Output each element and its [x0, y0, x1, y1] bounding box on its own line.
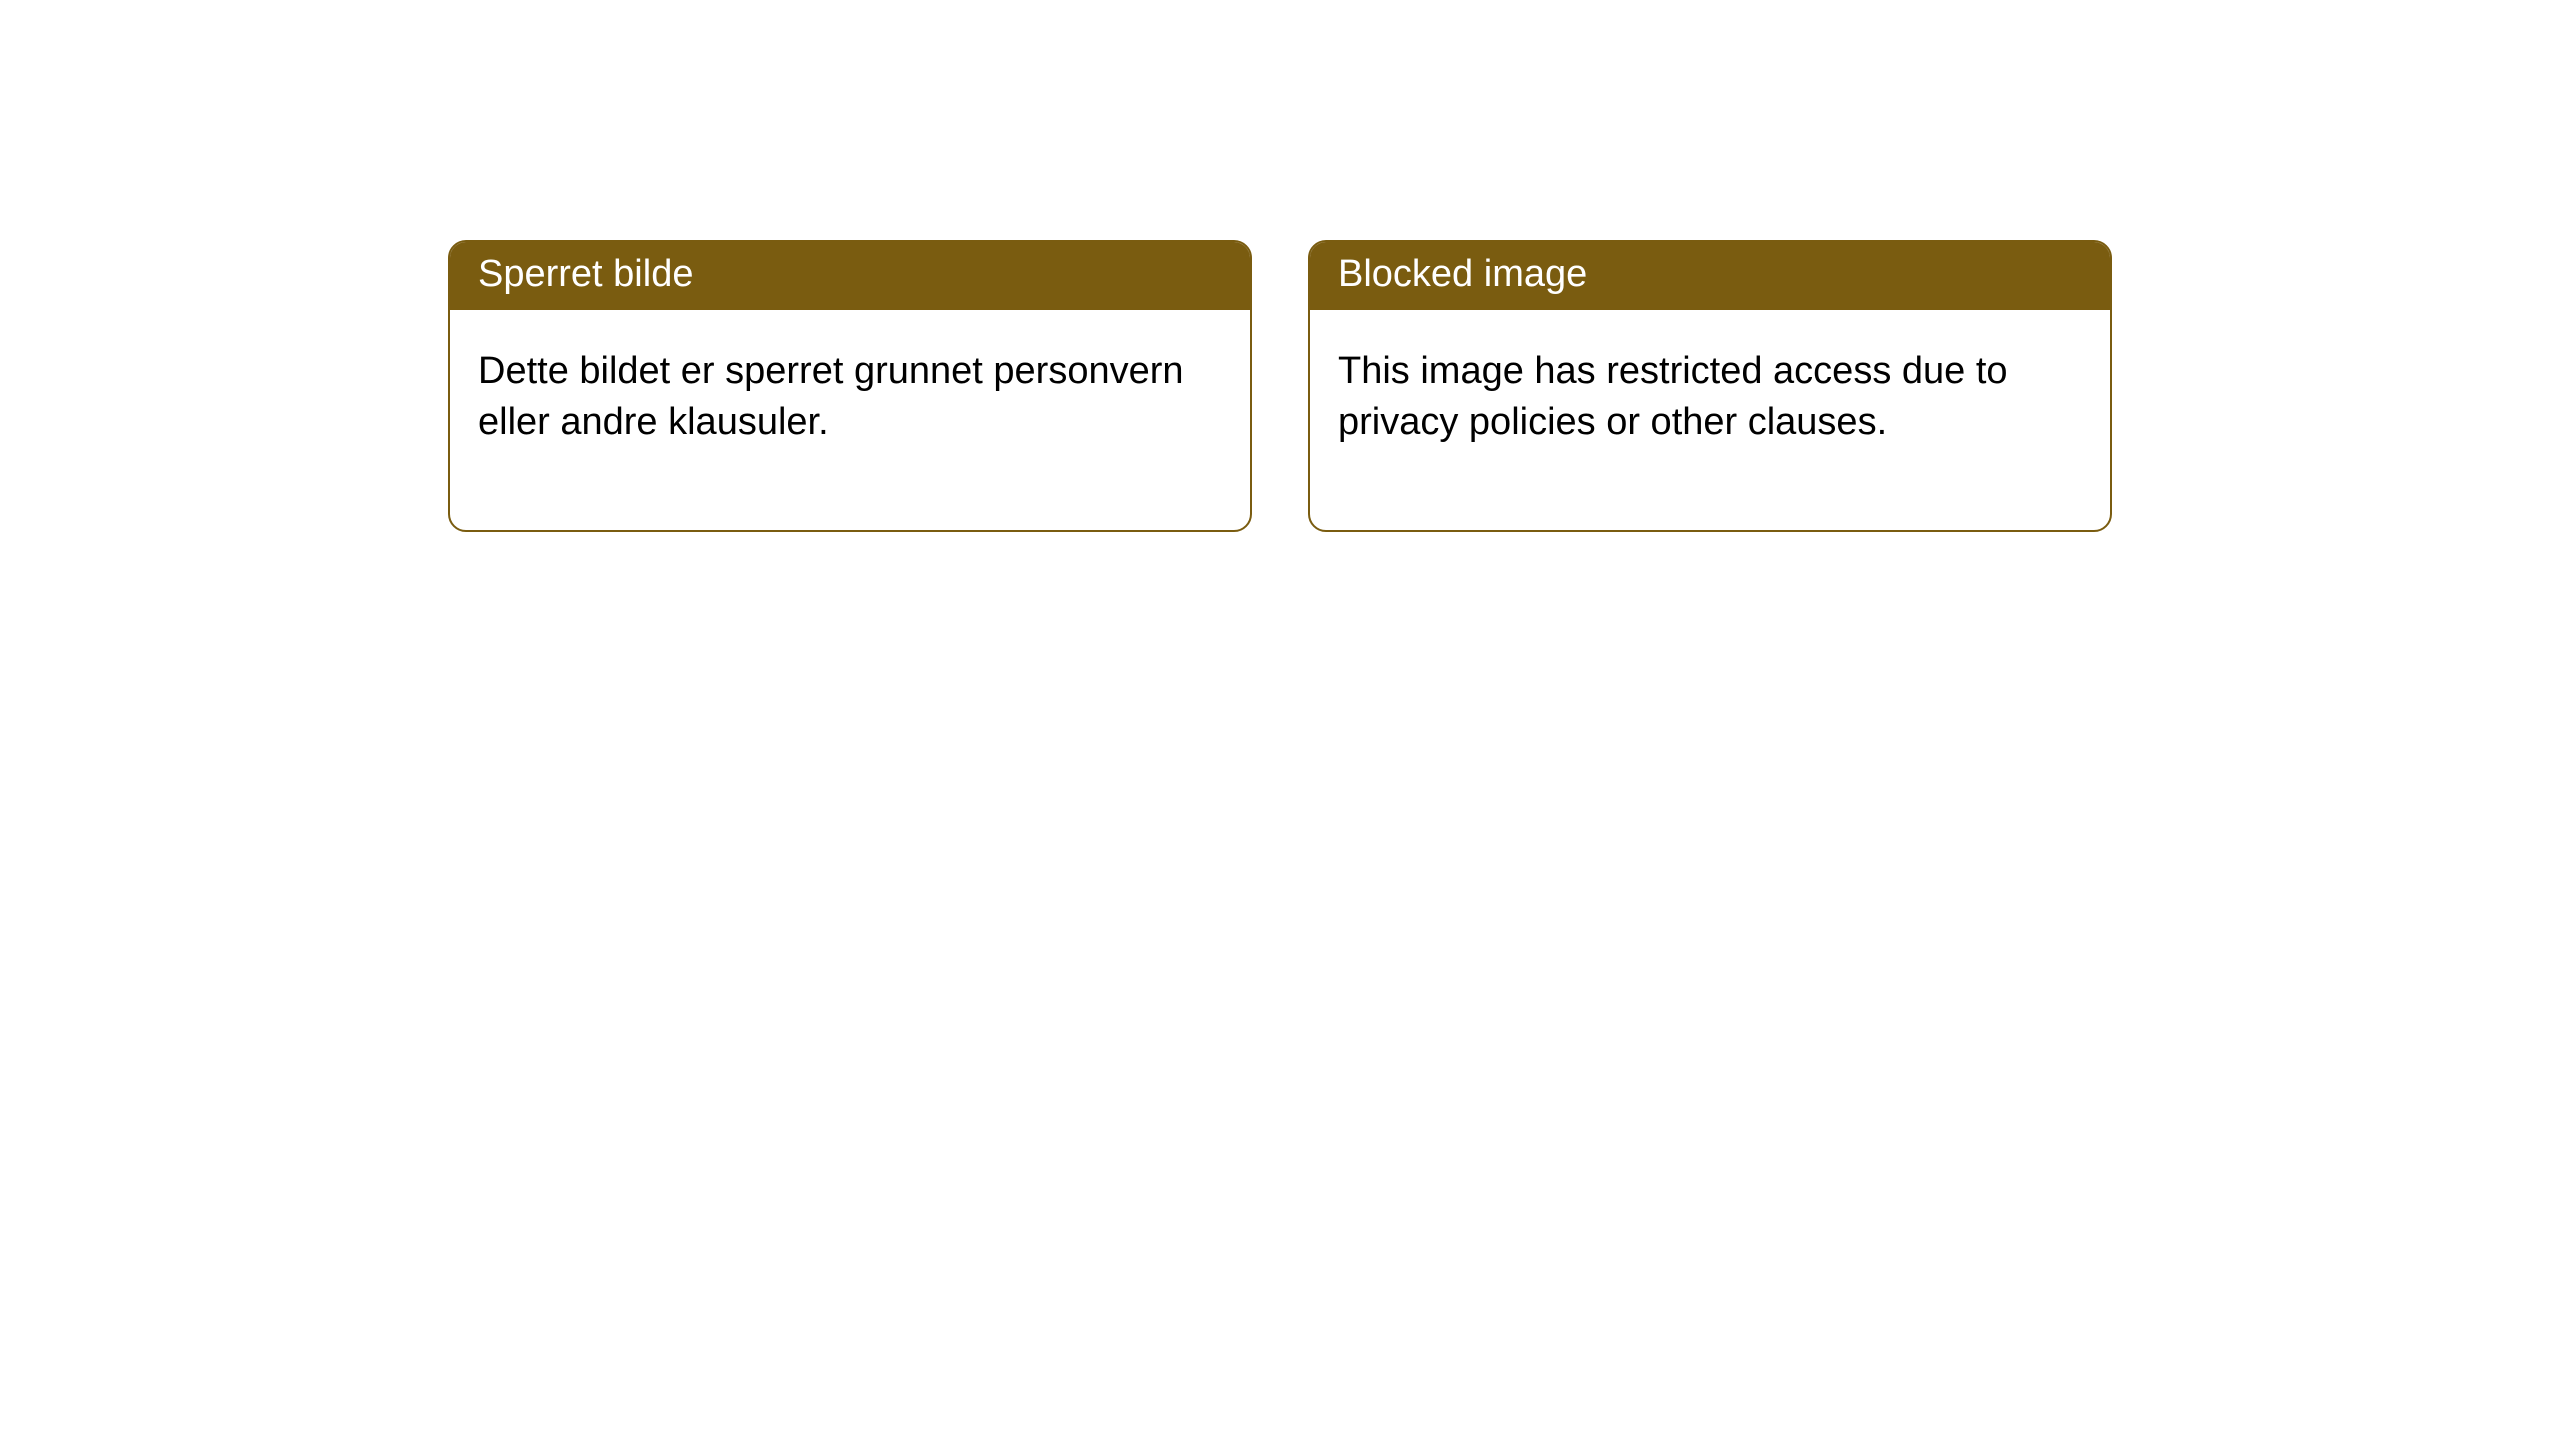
notice-container: Sperret bilde Dette bildet er sperret gr… — [0, 0, 2560, 532]
notice-body-text: Dette bildet er sperret grunnet personve… — [478, 350, 1184, 443]
notice-title: Sperret bilde — [478, 253, 693, 295]
notice-body-text: This image has restricted access due to … — [1338, 350, 2008, 443]
notice-body: Dette bildet er sperret grunnet personve… — [450, 310, 1250, 530]
notice-title: Blocked image — [1338, 253, 1587, 295]
notice-body: This image has restricted access due to … — [1310, 310, 2110, 530]
notice-header: Blocked image — [1310, 242, 2110, 310]
notice-card-english: Blocked image This image has restricted … — [1308, 240, 2112, 532]
notice-card-norwegian: Sperret bilde Dette bildet er sperret gr… — [448, 240, 1252, 532]
notice-header: Sperret bilde — [450, 242, 1250, 310]
